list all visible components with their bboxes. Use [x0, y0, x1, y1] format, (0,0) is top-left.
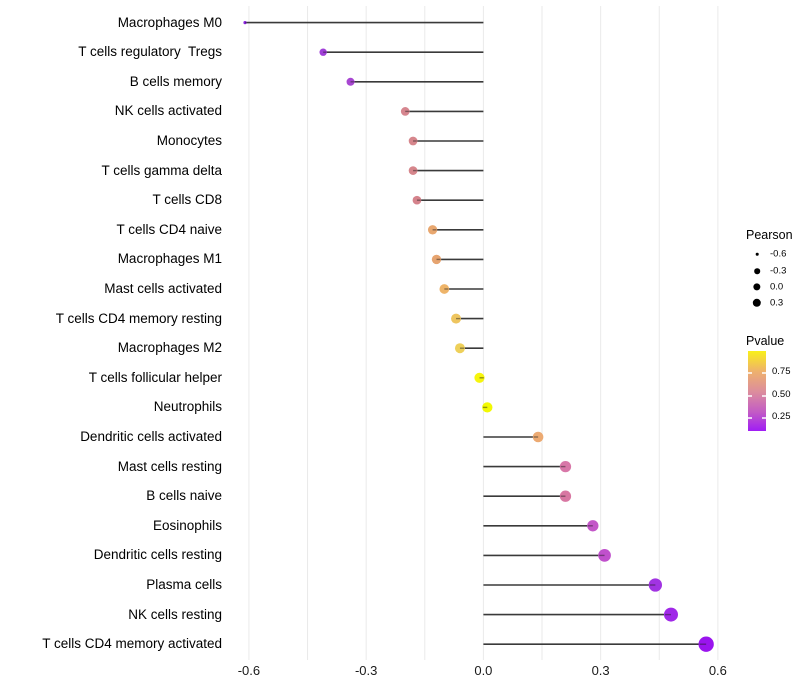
size-dot-icon [748, 246, 766, 262]
lollipop-dot [400, 107, 410, 116]
x-axis-tick-label: -0.6 [237, 663, 261, 678]
y-axis-label: B cells naive [146, 488, 222, 504]
y-axis-label: Dendritic cells activated [80, 429, 222, 444]
y-axis-label: NK cells activated [114, 103, 222, 119]
y-axis-label: Mast cells activated [104, 281, 222, 296]
y-axis-label: T cells CD8 [152, 192, 222, 208]
lollipop-dot [243, 21, 247, 25]
pvalue-bar-tick [762, 417, 766, 419]
legend-size-label: 0.0 [770, 281, 784, 293]
legend-pearson: Pearson -0.6 -0.3 0.0 0.3 [746, 228, 800, 318]
lollipop-dot [427, 225, 438, 235]
lollipop-dot [598, 549, 611, 562]
lollipop-dot [408, 166, 418, 175]
y-axis-label: Mast cells resting [117, 458, 222, 474]
lollipop-dot [532, 431, 544, 443]
legend-size-entry: 0.3 [748, 295, 800, 311]
y-axis-label: T cells CD4 naive [116, 221, 222, 237]
legend-size-entry: -0.3 [748, 263, 800, 279]
lollipop-dot [698, 636, 714, 652]
y-axis-label: Monocytes [156, 133, 222, 148]
y-axis-label: NK cells resting [128, 606, 222, 622]
lollipop-dot [451, 313, 462, 324]
legend-size-label: -0.6 [770, 248, 787, 260]
y-axis-label: Macrophages M1 [117, 251, 222, 267]
pvalue-gradient-bar [748, 351, 766, 431]
y-axis-label: Dendritic cells resting [93, 547, 222, 563]
x-axis-tick-label: 0.6 [708, 663, 727, 678]
x-axis-tick-label: 0.3 [591, 663, 610, 678]
y-axis-label: T cells gamma delta [101, 162, 222, 178]
lollipop-dot [559, 460, 572, 473]
pvalue-bar-tick [762, 395, 766, 397]
y-axis-label: Eosinophils [152, 517, 222, 533]
legend-pvalue-label: 0.25 [772, 411, 791, 422]
legend-pearson-title: Pearson [746, 228, 793, 242]
lollipop-dot [319, 48, 327, 56]
y-axis-label: T cells CD4 memory activated [42, 636, 222, 652]
pvalue-bar-tick [748, 372, 752, 374]
lollipop-dot [431, 254, 442, 265]
legend-size-label: 0.3 [770, 297, 784, 309]
lollipop-dot [346, 77, 355, 86]
lollipop-dot [454, 343, 465, 354]
legend-size-entry: -0.6 [748, 246, 800, 262]
y-axis-label: T cells CD4 memory resting [55, 310, 222, 326]
y-axis-label: Macrophages M0 [117, 14, 222, 30]
x-axis-tick-label: 0.0 [474, 663, 493, 678]
lollipop-dot [482, 402, 493, 413]
y-axis-label: Macrophages M2 [117, 340, 222, 356]
lollipop-dot [412, 195, 422, 205]
y-axis-label: T cells follicular helper [88, 369, 222, 385]
lollipop-dot [648, 578, 663, 592]
legend-pvalue: Pvalue 0.75 0.50 0.25 [746, 334, 800, 444]
lollipop-dot [663, 607, 678, 622]
legend-pvalue-label: 0.50 [772, 389, 791, 400]
size-dot-icon [748, 279, 766, 295]
x-axis-tick-label: -0.3 [354, 663, 378, 678]
legend-pvalue-label: 0.75 [772, 366, 791, 377]
legend-size-entry: 0.0 [748, 279, 800, 295]
lollipop-dot [587, 520, 599, 532]
legend-pvalue-title: Pvalue [746, 334, 785, 348]
pvalue-bar-tick [748, 417, 752, 419]
pvalue-bar-tick [762, 372, 766, 374]
legend-size-label: -0.3 [770, 265, 787, 277]
y-axis-label: Neutrophils [153, 399, 222, 415]
size-dot-icon [748, 295, 766, 311]
size-dot-icon [748, 263, 766, 279]
y-axis-label: Plasma cells [146, 577, 222, 592]
lollipop-dot [474, 372, 485, 383]
pvalue-bar-tick [748, 395, 752, 397]
y-axis-label: T cells regulatory Tregs [78, 44, 222, 60]
lollipop-dot [439, 284, 450, 294]
lollipop-dot [408, 136, 418, 146]
lollipop-dot [559, 490, 572, 502]
y-axis-label: B cells memory [129, 73, 222, 89]
